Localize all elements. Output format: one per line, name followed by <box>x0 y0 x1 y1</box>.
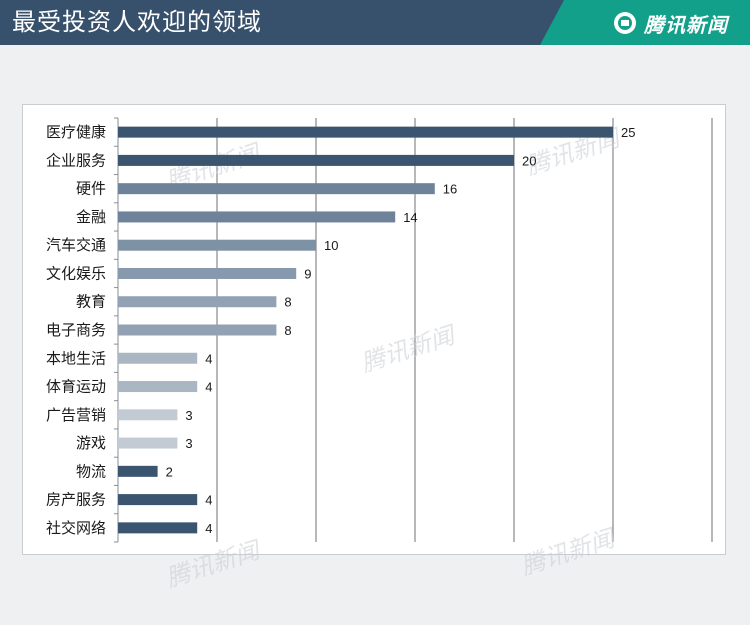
data-label: 3 <box>185 408 192 423</box>
bar <box>118 324 277 336</box>
data-label: 3 <box>185 436 192 451</box>
bar <box>118 381 198 393</box>
data-label: 4 <box>205 493 212 508</box>
category-label: 医疗健康 <box>46 123 106 141</box>
bar <box>118 267 297 279</box>
bar <box>118 239 316 251</box>
watermark-text: 腾讯新闻 <box>358 320 461 377</box>
bar <box>118 522 198 534</box>
brand-banner <box>540 0 750 45</box>
data-label: 20 <box>522 153 536 168</box>
bar <box>118 126 613 138</box>
data-label: 2 <box>166 464 173 479</box>
data-label: 4 <box>205 351 212 366</box>
data-label: 4 <box>205 521 212 536</box>
tencent-news-logo-icon <box>614 12 636 34</box>
data-label: 4 <box>205 380 212 395</box>
data-label: 8 <box>284 295 291 310</box>
data-label: 16 <box>443 182 457 197</box>
category-label: 游戏 <box>76 434 106 452</box>
category-label: 汽车交通 <box>46 236 106 254</box>
brand-name: 腾讯新闻 <box>644 12 728 37</box>
category-label: 金融 <box>76 208 106 226</box>
bar <box>118 409 178 421</box>
data-label: 14 <box>403 210 417 225</box>
category-label: 体育运动 <box>46 378 106 396</box>
header-bar: 最受投资人欢迎的领域 腾讯新闻 <box>0 0 750 45</box>
data-label: 8 <box>284 323 291 338</box>
category-label: 企业服务 <box>46 151 106 169</box>
bar <box>118 437 178 449</box>
category-label: 文化娱乐 <box>46 264 106 282</box>
bar <box>118 352 198 364</box>
page-title: 最受投资人欢迎的领域 <box>12 8 262 36</box>
brand-logo[interactable]: 腾讯新闻 <box>612 9 728 37</box>
category-label: 房产服务 <box>46 491 106 509</box>
bar <box>118 211 396 223</box>
watermark-text: 腾讯新闻 <box>518 523 621 580</box>
bar <box>118 154 514 166</box>
data-label: 25 <box>621 125 635 140</box>
data-label: 10 <box>324 238 338 253</box>
category-label: 物流 <box>76 462 106 480</box>
bar <box>118 183 435 195</box>
category-label: 本地生活 <box>46 349 106 367</box>
category-label: 广告营销 <box>46 406 106 424</box>
bar <box>118 494 198 506</box>
category-label: 硬件 <box>76 180 106 198</box>
data-label: 9 <box>304 266 311 281</box>
category-label: 电子商务 <box>46 321 106 339</box>
category-label: 教育 <box>76 293 106 311</box>
category-label: 社交网络 <box>46 519 106 537</box>
bar <box>118 296 277 308</box>
bar <box>118 465 158 477</box>
bars: 医疗健康 25 企业服务 20 硬件 16 金融 14 汽车交通 10 文化娱乐 9 教育 8 电子商务 8 本… <box>46 123 635 537</box>
watermark-text: 腾讯新闻 <box>163 535 266 592</box>
